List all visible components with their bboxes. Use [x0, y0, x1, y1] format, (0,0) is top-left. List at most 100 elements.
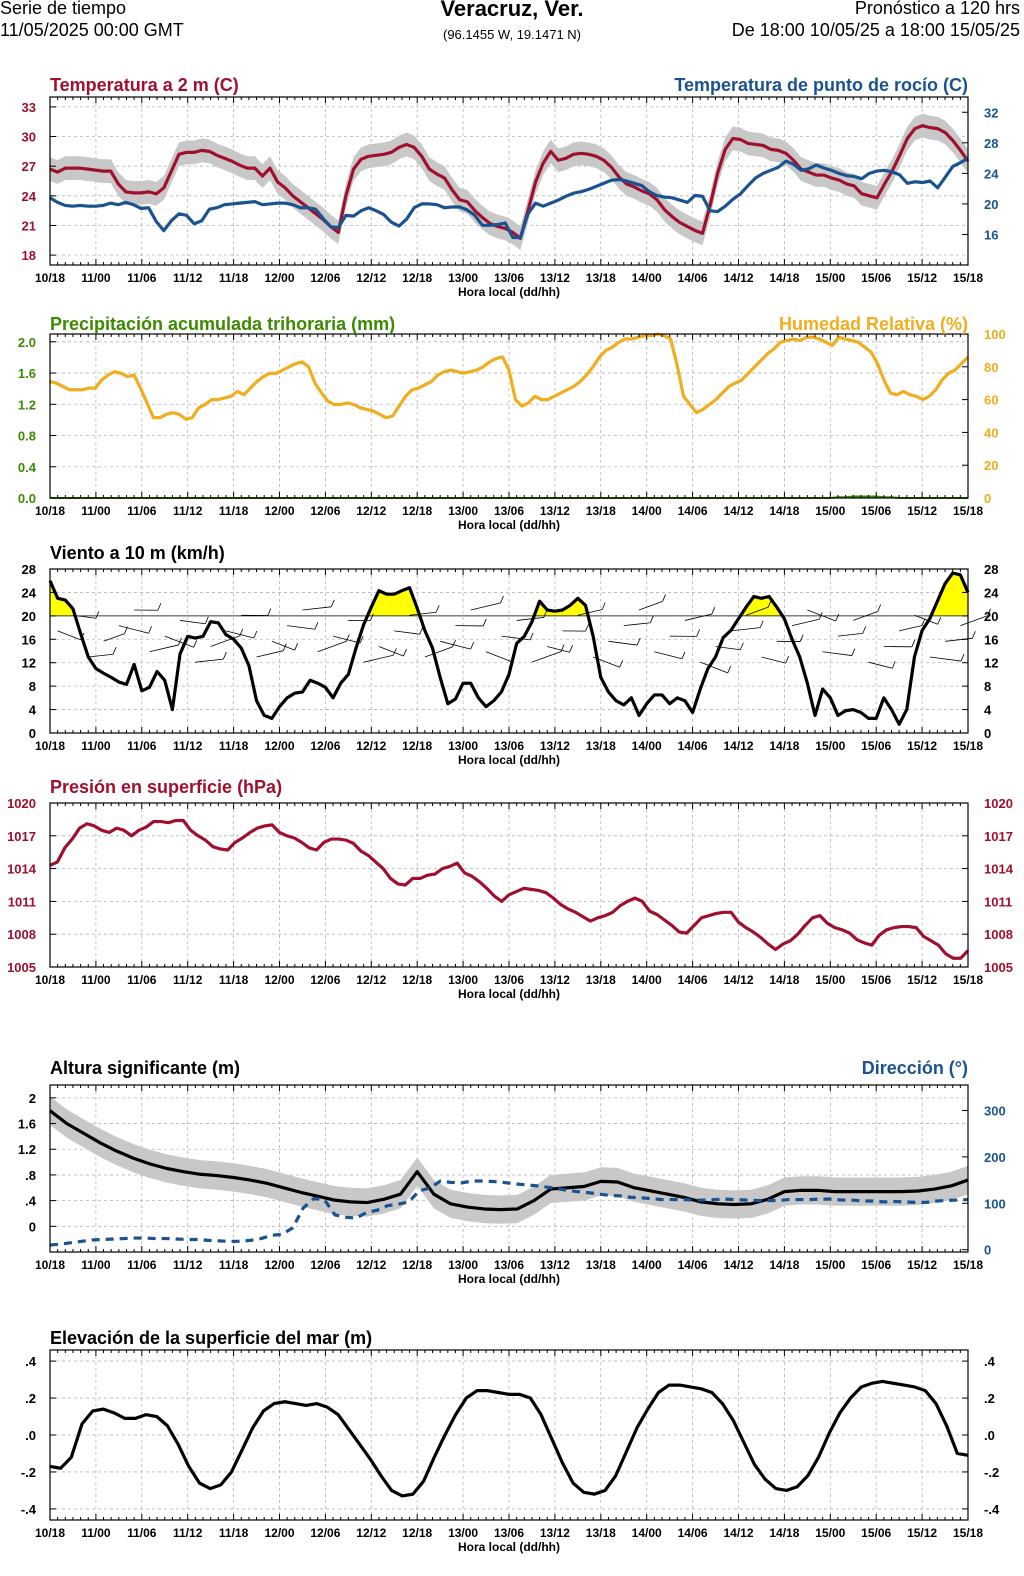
- x-tick-label: 15/00: [815, 271, 845, 285]
- panel-precip: 10/18 11/00 11/06 11/12 11/18 12/00 12/06 12/12…: [18, 314, 1006, 532]
- x-tick-label: 14/00: [632, 973, 662, 987]
- x-tick-label: 11/18: [219, 1258, 249, 1272]
- x-tick-label: 11/06: [127, 1526, 157, 1540]
- x-tick-label: 11/00: [81, 504, 111, 518]
- wind-barb: [210, 635, 240, 647]
- wind-barb-tick: [911, 639, 916, 647]
- x-tick-label: 15/18: [953, 739, 983, 753]
- y-tick-label-right: 300: [984, 1104, 1006, 1119]
- x-tick-label: 12/00: [264, 739, 294, 753]
- y-tick-label-left: 1.6: [18, 366, 36, 381]
- wind-barb: [256, 650, 284, 658]
- x-axis-label: Hora local (dd/hh): [458, 1540, 560, 1554]
- series-line-presi-n-en-superficie: [49, 818, 970, 960]
- wind-barb: [271, 640, 295, 651]
- y-tick-label-right: 12: [984, 656, 998, 671]
- panel-wind: 10/18 11/00 11/06 11/12 11/18 12/00 12/06 12/12…: [22, 543, 1000, 767]
- y-tick-label-left: -.2: [21, 1465, 36, 1480]
- y-tick-label-right: 8: [984, 679, 991, 694]
- wind-barb: [914, 614, 938, 625]
- wind-barb-tick: [543, 610, 548, 618]
- y-tick-label-left: -.4: [21, 1502, 37, 1517]
- x-tick-label: 14/18: [769, 739, 799, 753]
- y-tick-label-right: 100: [984, 327, 1006, 342]
- y-tick-label-left: 2.0: [18, 335, 36, 350]
- wind-barb: [929, 656, 962, 662]
- y-tick-label-right: 16: [984, 632, 998, 647]
- y-tick-label-left: 1020: [7, 796, 36, 811]
- x-tick-label: 15/12: [907, 271, 937, 285]
- wind-barb-tick: [435, 605, 440, 613]
- x-tick-label: 13/06: [494, 1526, 524, 1540]
- x-tick-label: 11/18: [219, 271, 249, 285]
- wind-barb-tick: [835, 613, 840, 622]
- x-tick-label: 14/00: [632, 271, 662, 285]
- y-tick-label-left: 0.0: [18, 491, 36, 506]
- y-tick-label-left: .4: [25, 1194, 37, 1209]
- x-axis-label: Hora local (dd/hh): [458, 987, 560, 1001]
- header-forecast-length: Pronóstico a 120 hrs: [854, 0, 1020, 18]
- y-tick-label-left: 0.4: [18, 460, 37, 475]
- wind-barb-tick: [470, 641, 475, 650]
- chart-title-left: Presión en superficie (hPa): [50, 777, 282, 797]
- y-tick-label-right: 80: [984, 360, 998, 375]
- y-tick-label-left: 1014: [7, 862, 37, 877]
- y-tick-label-right: 24: [984, 166, 999, 181]
- wind-barb-tick: [369, 613, 374, 621]
- x-tick-label: 11/00: [81, 1258, 111, 1272]
- y-tick-label-right: 28: [984, 136, 998, 151]
- x-tick-label: 12/06: [310, 739, 340, 753]
- x-tick-label: 11/12: [173, 504, 203, 518]
- x-tick-label: 14/12: [723, 973, 753, 987]
- wind-barb: [440, 640, 471, 650]
- wind-barb-tick: [601, 602, 606, 610]
- x-tick-label: 15/06: [861, 739, 891, 753]
- x-tick-label: 15/00: [815, 1526, 845, 1540]
- wind-barb-tick: [681, 651, 686, 659]
- wind-barb: [72, 614, 97, 619]
- uncertainty-band: [50, 113, 968, 251]
- wind-barb: [501, 635, 531, 641]
- y-tick-label-right: 32: [984, 105, 998, 120]
- wind-barb: [485, 651, 511, 662]
- x-axis-label: Hora local (dd/hh): [458, 518, 560, 532]
- wind-barb-tick: [178, 637, 182, 646]
- chart-title-left: Viento a 10 m (km/h): [50, 543, 225, 563]
- x-tick-label: 15/12: [907, 739, 937, 753]
- header-series-label: Serie de tiempo: [0, 0, 127, 18]
- wind-barb: [868, 661, 893, 669]
- x-tick-label: 15/18: [953, 504, 983, 518]
- series-line-viento-a-10-m: [48, 571, 970, 726]
- y-tick-label-right: 1011: [984, 894, 1012, 909]
- y-tick-label-left: .2: [25, 1391, 36, 1406]
- wind-barb-tick: [148, 626, 152, 634]
- wind-barb-tick: [403, 648, 407, 657]
- y-tick-label-right: 0: [984, 1243, 991, 1258]
- wind-barb-tick: [851, 648, 856, 656]
- x-tick-label: 13/06: [494, 504, 524, 518]
- x-tick-label: 12/00: [264, 973, 294, 987]
- wind-barb: [302, 606, 332, 611]
- chart-title-left: Precipitación acumulada trihoraria (mm): [50, 314, 395, 334]
- x-tick-label: 15/12: [907, 504, 937, 518]
- y-tick-label-left: 1.2: [18, 1142, 36, 1157]
- y-tick-label-right: 1005: [984, 960, 1013, 975]
- wind-barb: [516, 617, 544, 621]
- x-tick-label: 12/18: [402, 1526, 432, 1540]
- y-tick-label-left: 1017: [7, 829, 36, 844]
- x-tick-label: 11/00: [81, 739, 111, 753]
- wind-barb-tick: [585, 623, 589, 632]
- header-forecast-range: De 18:00 10/05/25 a 18:00 15/05/25: [731, 20, 1020, 40]
- y-tick-label-right: 28: [984, 562, 998, 577]
- wind-barb: [899, 625, 923, 632]
- x-tick-label: 13/12: [540, 504, 570, 518]
- y-tick-label-right: 1017: [984, 829, 1013, 844]
- uncertainty-band: [50, 1096, 968, 1224]
- x-tick-label: 11/06: [127, 504, 157, 518]
- wind-barb-tick: [223, 651, 227, 660]
- y-tick-label-right: 60: [984, 393, 998, 408]
- y-tick-label-left: 1005: [7, 960, 36, 975]
- x-tick-label: 12/00: [264, 1526, 294, 1540]
- wind-barb: [317, 640, 347, 653]
- x-tick-label: 10/18: [35, 739, 65, 753]
